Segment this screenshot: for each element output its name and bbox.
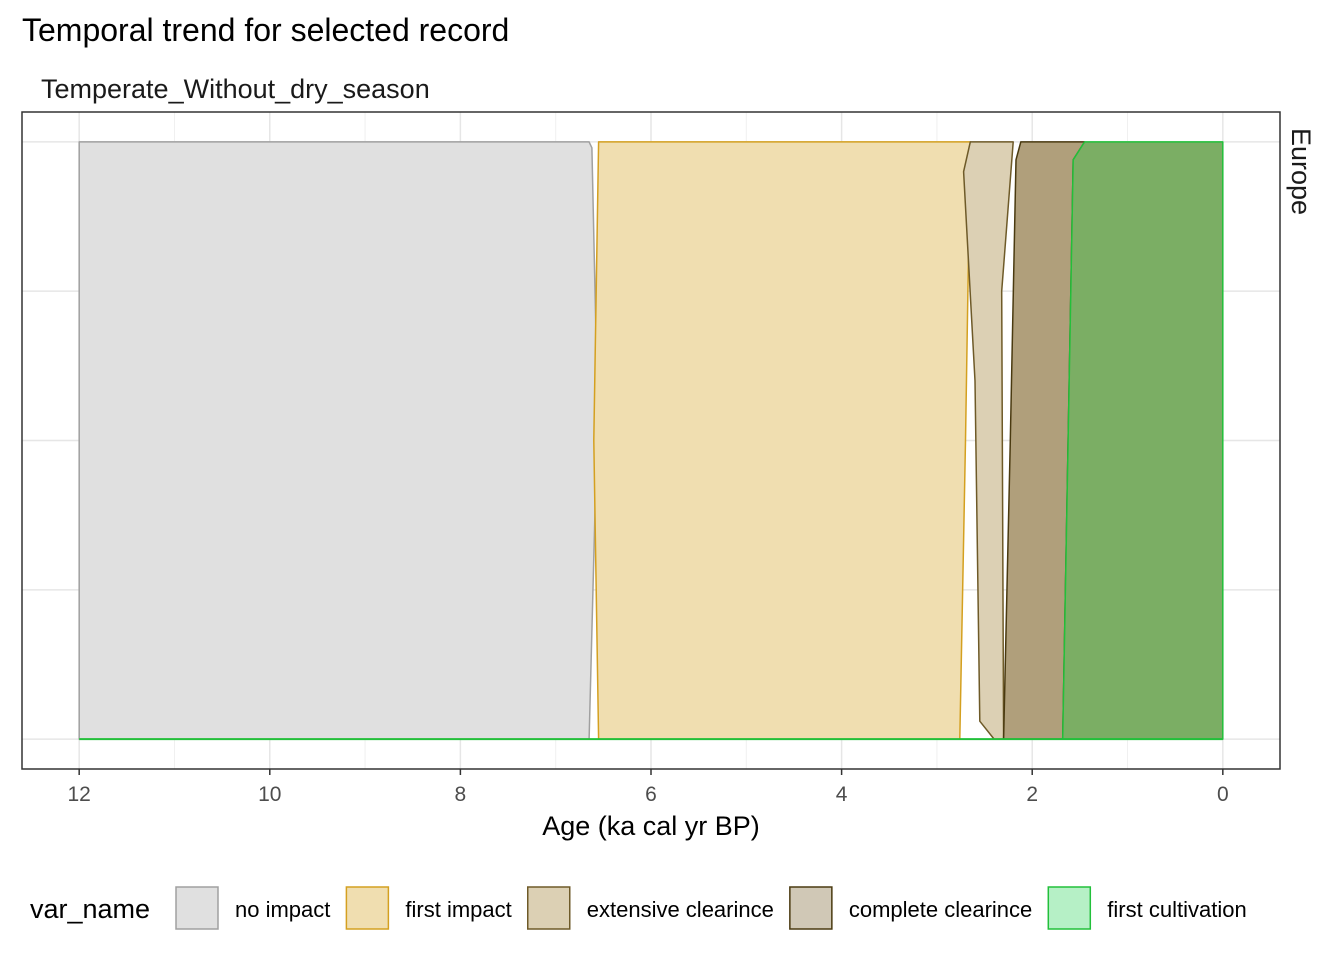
x-tick-label-3: 6 [645, 783, 657, 806]
legend-key-extensive-clearince [527, 886, 571, 930]
x-tick-label-1: 10 [258, 783, 281, 806]
x-axis-label: Age (ka cal yr BP) [542, 811, 760, 841]
legend-key-first-cultivation [1047, 886, 1092, 930]
legend-label-extensive-clearince: extensive clearince [587, 897, 774, 922]
plot-panel [21, 111, 1281, 770]
legend-key-complete-clearince [789, 886, 833, 930]
x-tick-label-6: 0 [1217, 783, 1229, 806]
area-first-impact [593, 141, 972, 740]
legend-key-first-impact [345, 886, 390, 930]
x-tick-label-2: 8 [455, 783, 467, 806]
x-axis: 12 10 8 6 4 2 0 [68, 769, 1229, 806]
facet-strip-label: Temperate_Without_dry_season [41, 74, 430, 104]
chart-title: Temporal trend for selected record [22, 12, 509, 48]
x-tick-label-0: 12 [68, 783, 91, 806]
legend-label-no-impact: no impact [235, 897, 330, 922]
area-no-impact [78, 141, 599, 740]
legend-key-no-impact [175, 886, 219, 930]
area-first-cultivation [1061, 141, 1224, 740]
legend: var_name no impact first impact extensive … [30, 886, 1247, 930]
legend-label-complete-clearince: complete clearince [849, 897, 1032, 922]
x-tick-label-5: 2 [1026, 783, 1038, 806]
facet-side-label: Europe [1286, 128, 1316, 215]
legend-label-first-cultivation: first cultivation [1107, 897, 1246, 922]
legend-label-first-impact: first impact [405, 897, 511, 922]
x-tick-label-4: 4 [836, 783, 848, 806]
legend-title: var_name [30, 894, 150, 924]
area-layers [78, 141, 1224, 740]
legend-items: no impact first impact extensive clearince… [175, 886, 1247, 930]
